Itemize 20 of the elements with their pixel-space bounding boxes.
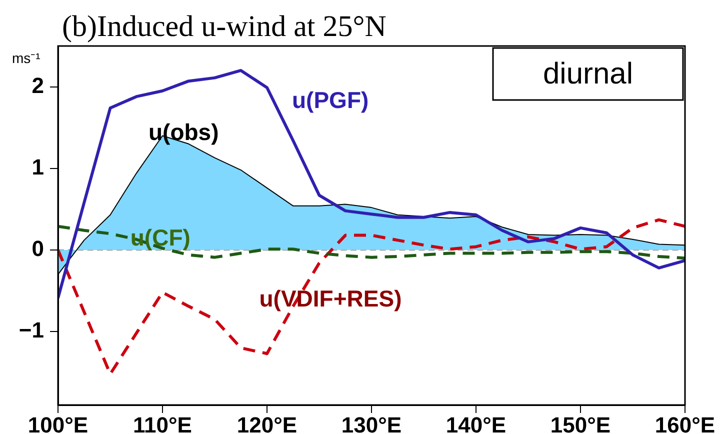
x-tick-label: 140°E (446, 412, 506, 434)
line-series (58, 218, 685, 376)
y-tick-label: −1 (18, 318, 44, 343)
y-tick-label: 0 (32, 236, 44, 262)
line-series (58, 224, 685, 260)
series-label: u(VDIF+RES) (259, 285, 402, 312)
x-tick-label: 160°E (654, 412, 716, 434)
x-tick-label: 120°E (236, 412, 298, 434)
series-label: u(CF) (130, 224, 190, 251)
chart-title: (b)Induced u-wind at 25°N (62, 10, 386, 43)
series-label: u(PGF) (292, 86, 369, 113)
series-label: u(obs) (148, 119, 219, 146)
x-tick-label: 100°E (28, 412, 88, 434)
x-tick-label: 150°E (550, 412, 611, 434)
y-tick-label: 2 (32, 72, 44, 98)
annotation: diurnal (542, 57, 634, 90)
x-tick-label: 130°E (341, 412, 402, 434)
y-tick-label: 1 (32, 154, 44, 180)
y-axis-title: ms⁻¹ (12, 50, 41, 66)
x-tick-label: 110°E (133, 412, 192, 434)
